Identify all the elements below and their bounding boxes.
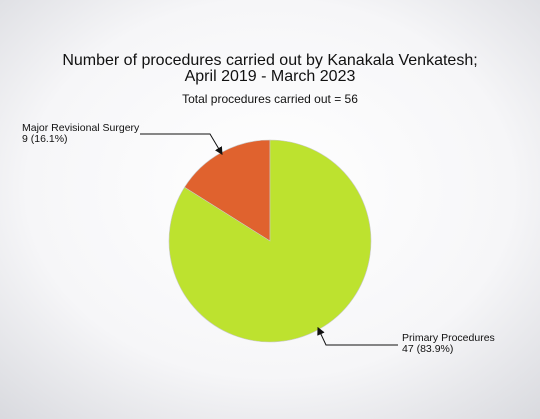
slice-label: Primary Procedures: [402, 332, 495, 344]
slice-label: Major Revisional Surgery: [22, 122, 140, 134]
slice-value-label: 9 (16.1%): [22, 133, 68, 145]
leader-line: [140, 133, 223, 156]
chart-title: Number of procedures carried out by Kana…: [62, 52, 477, 69]
slice-value-label: 47 (83.9%): [402, 343, 453, 355]
leader-line: [317, 326, 398, 346]
chart-subtitle: Total procedures carried out = 56: [182, 92, 358, 106]
chart-title: April 2019 - March 2023: [185, 68, 356, 85]
